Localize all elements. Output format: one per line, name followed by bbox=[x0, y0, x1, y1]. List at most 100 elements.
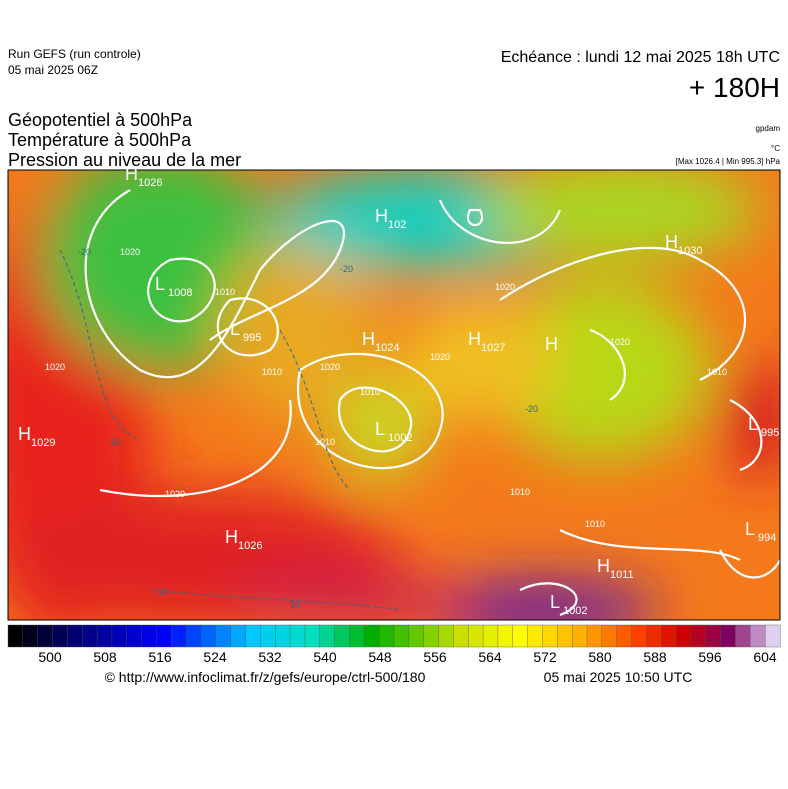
colorbar-cell bbox=[215, 624, 232, 648]
isobar-label: 1010 bbox=[360, 387, 380, 397]
colorbar-cell bbox=[423, 624, 440, 648]
isobar-label: 1010 bbox=[215, 287, 235, 297]
colorbar-cell bbox=[185, 624, 202, 648]
colorbar-cell bbox=[557, 624, 573, 648]
center-value: 102 bbox=[388, 219, 406, 231]
isobar-label: 1020 bbox=[610, 337, 630, 347]
colorbar-cell bbox=[631, 624, 647, 648]
colorbar-tick-label: 564 bbox=[478, 649, 502, 665]
colorbar-cell bbox=[37, 624, 54, 648]
colorbar-cell bbox=[646, 624, 662, 648]
colorbar-cell bbox=[750, 624, 766, 648]
colorbar-cell bbox=[289, 624, 306, 648]
colorbar-cell bbox=[735, 624, 751, 648]
colorbar-cell bbox=[601, 624, 618, 648]
colorbar-cell bbox=[82, 624, 98, 648]
colorbar-cell bbox=[156, 624, 172, 648]
colorbar-tick-label: 540 bbox=[313, 649, 337, 665]
colorbar-cell bbox=[512, 624, 529, 648]
title: Pression au niveau de la mer bbox=[8, 150, 241, 170]
colorbar: 500 508 516 524 532 540 548 556 564 572 580 588 596 6… bbox=[7, 624, 781, 665]
unit: °C bbox=[771, 144, 780, 153]
center-value: 1029 bbox=[31, 437, 55, 449]
colorbar-cell bbox=[393, 624, 410, 648]
isotherm-label: -20 bbox=[340, 264, 353, 274]
colorbar-cell bbox=[334, 624, 350, 648]
colorbar-tick-label: 532 bbox=[258, 649, 282, 665]
colorbar-cell bbox=[690, 624, 707, 648]
colorbar-cell bbox=[616, 624, 633, 648]
title: Géopotentiel à 500hPa bbox=[8, 110, 193, 130]
isotherm-label: -20 bbox=[525, 404, 538, 414]
colorbar-cell bbox=[468, 624, 484, 648]
colorbar-cell bbox=[527, 624, 543, 648]
colorbar-cell bbox=[482, 624, 499, 648]
run-date: 05 mai 2025 06Z bbox=[8, 63, 98, 77]
isobar-label: 1010 bbox=[585, 519, 605, 529]
center-kind: H bbox=[597, 556, 610, 576]
echeance: Echéance : lundi 12 mai 2025 18h UTC bbox=[501, 49, 780, 66]
colorbar-cell bbox=[571, 624, 588, 648]
isotherm-label: -10 bbox=[155, 587, 168, 597]
colorbar-cell bbox=[111, 624, 128, 648]
center-kind: H bbox=[375, 206, 388, 226]
colorbar-tick-label: 572 bbox=[533, 649, 557, 665]
center-value: 994 bbox=[758, 532, 776, 544]
center-kind: L bbox=[155, 274, 165, 294]
colorbar-cell bbox=[126, 624, 143, 648]
center-value: 995 bbox=[761, 427, 779, 439]
isotherm-label: -20 bbox=[78, 247, 91, 257]
center-kind: L bbox=[375, 419, 385, 439]
colorbar-cell bbox=[705, 624, 722, 648]
center-kind: H bbox=[665, 232, 678, 252]
isobar-label: 1010 bbox=[262, 367, 282, 377]
isobar-label: 1020 bbox=[165, 489, 185, 499]
center-value: 1008 bbox=[168, 287, 192, 299]
colorbar-tick-label: 516 bbox=[148, 649, 172, 665]
isobar-label: 1010 bbox=[315, 437, 335, 447]
center-value: 1011 bbox=[610, 569, 634, 581]
colorbar-cell bbox=[720, 624, 736, 648]
colorbar-cell bbox=[497, 624, 514, 648]
isobar-label: 1020 bbox=[430, 352, 450, 362]
isobar-label: 1020 bbox=[120, 247, 140, 257]
isobar-label: 1010 bbox=[707, 367, 727, 377]
center-kind: H bbox=[468, 329, 481, 349]
colorbar-tick-label: 508 bbox=[93, 649, 117, 665]
colorbar-cell bbox=[52, 624, 68, 648]
center-kind: L bbox=[550, 592, 560, 612]
isobar-label: 1010 bbox=[510, 487, 530, 497]
colorbar-cell bbox=[319, 624, 336, 648]
center-value: 995 bbox=[243, 332, 261, 344]
isobar-label: 1020 bbox=[320, 362, 340, 372]
colorbar-cell bbox=[304, 624, 321, 648]
colorbar-cell bbox=[542, 624, 558, 648]
colorbar-cell bbox=[661, 624, 677, 648]
title: Température à 500hPa bbox=[8, 130, 192, 150]
colorbar-cell bbox=[408, 624, 425, 648]
colorbar-cell bbox=[245, 624, 261, 648]
colorbar-cell bbox=[275, 624, 291, 648]
colorbar-cell bbox=[141, 624, 157, 648]
unit: gpdam bbox=[756, 124, 781, 133]
colorbar-tick-label: 500 bbox=[38, 649, 62, 665]
colorbar-tick-label: 596 bbox=[698, 649, 722, 665]
center-value: 1026 bbox=[238, 540, 262, 552]
colorbar-tick-label: 556 bbox=[423, 649, 447, 665]
isotherm-label: -20 bbox=[108, 437, 121, 447]
colorbar-cell bbox=[7, 624, 24, 648]
center-kind: H bbox=[545, 334, 558, 354]
colorbar-cell bbox=[349, 624, 365, 648]
colorbar-cell bbox=[96, 624, 113, 648]
center-kind: H bbox=[225, 527, 238, 547]
colorbar-tick-label: 524 bbox=[203, 649, 227, 665]
center-kind: H bbox=[18, 424, 31, 444]
center-kind: L bbox=[230, 319, 240, 339]
center-value: 1002 bbox=[563, 605, 587, 617]
lead-time: + 180H bbox=[689, 72, 780, 103]
colorbar-cell bbox=[230, 624, 247, 648]
colorbar-cell bbox=[378, 624, 395, 648]
colorbar-cell bbox=[586, 624, 603, 648]
center-value: 1030 bbox=[678, 245, 702, 257]
